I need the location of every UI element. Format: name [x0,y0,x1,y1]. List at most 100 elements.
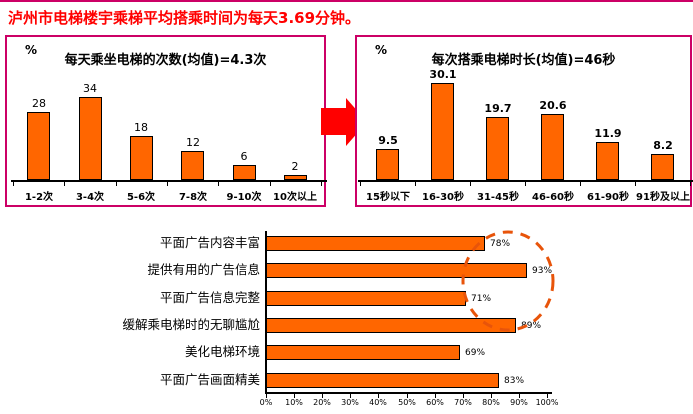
bar [266,291,466,306]
category-label: 10次以上 [273,192,317,203]
bar-value-label: 19.7 [484,102,512,115]
bar-value-label: 93% [532,266,553,276]
bar-value-label: 30.1 [429,68,457,81]
bar-value-label: 2 [291,160,299,173]
category-label: 平面广告信息完整 [159,290,260,305]
x-axis-line [358,180,693,182]
bar [130,136,153,180]
bar [266,345,460,360]
x-axis-tick-label: 100% [535,398,559,407]
x-axis-tick [322,394,323,398]
x-axis-line [265,392,552,394]
x-axis-tick-label: 50% [398,398,416,407]
bar [284,175,307,180]
page-title: 泸州市电梯楼宇乘梯平均搭乘时间为每天3.69分钟。 [8,9,361,27]
category-label: 9-10次 [226,192,262,203]
x-axis-tick [519,394,520,398]
bar [486,117,509,180]
x-axis-tick [415,182,416,186]
x-axis-tick [547,394,548,398]
category-label: 1-2次 [24,192,54,203]
category-label: 15秒以下 [366,192,410,203]
bar [266,263,527,278]
x-axis-tick [435,394,436,398]
x-axis-tick-label: 60% [426,398,444,407]
category-label: 61-90秒 [587,192,629,203]
bar-value-label: 9.5 [378,134,398,147]
bar-value-label: 83% [504,376,525,386]
bar-value-label: 11.9 [594,127,622,140]
x-axis-tick [463,394,464,398]
y-axis-unit-label: % [375,43,388,57]
bar [233,165,256,180]
ride-duration-chart-panel: % 每次搭乘电梯时长(均值)=46秒 9.5 15秒以下 30.1 16-30秒 19.… [355,35,693,207]
bar-value-label: 28 [32,97,46,110]
category-label: 缓解乘电梯时的无聊尴尬 [122,317,260,332]
y-axis-unit-label: % [25,43,38,57]
bar-value-label: 71% [471,294,492,304]
bar-value-label: 6 [240,150,248,163]
x-axis-tick [491,394,492,398]
x-axis-tick-label: 90% [510,398,528,407]
x-axis-tick [360,182,361,186]
bar-value-label: 18 [134,121,148,134]
bar-value-label: 69% [465,348,486,358]
x-axis-tick [270,182,271,186]
bar-value-label: 89% [521,321,542,331]
x-axis-tick-label: 30% [341,398,359,407]
bar-value-label: 78% [490,239,511,249]
top-divider-rule [0,0,693,2]
category-label: 16-30秒 [422,192,464,203]
category-label: 46-60秒 [532,192,574,203]
category-label: 提供有用的广告信息 [147,262,260,277]
x-axis-tick [525,182,526,186]
bar-value-label: 20.6 [539,99,567,112]
category-label: 5-6次 [126,192,156,203]
x-axis-tick [378,394,379,398]
x-axis-tick [116,182,117,186]
x-axis-tick [690,182,691,186]
bar [541,114,564,180]
category-label: 7-8次 [178,192,208,203]
category-label: 91秒及以上 [636,192,690,203]
x-axis-tick-label: 0% [259,398,273,407]
x-axis-tick-label: 10% [285,398,303,407]
x-axis-tick [13,182,14,186]
bar [266,373,499,388]
x-axis-tick [407,394,408,398]
category-label: 3-4次 [75,192,105,203]
x-axis-tick [167,182,168,186]
bar [266,236,485,251]
x-axis-tick-label: 40% [369,398,387,407]
bar [376,149,399,180]
daily-rides-chart-panel: % 每天乘坐电梯的次数(均值)=4.3次 28 1-2次 34 3-4次 18 5-6次 1… [5,35,327,207]
bar [266,318,516,333]
x-axis-tick-label: 20% [313,398,331,407]
category-label: 美化电梯环境 [184,344,260,359]
category-label: 平面广告画面精美 [159,372,260,387]
bar [431,83,454,180]
bar-value-label: 8.2 [653,139,673,152]
x-axis-tick-label: 70% [454,398,472,407]
x-axis-tick [350,394,351,398]
bar-value-label: 34 [83,82,97,95]
x-axis-tick [470,182,471,186]
bar [651,154,674,180]
x-axis-tick [64,182,65,186]
ride-duration-chart-title: 每次搭乘电梯时长(均值)=46秒 [431,53,616,68]
x-axis-tick [580,182,581,186]
x-axis-tick [218,182,219,186]
category-label: 31-45秒 [477,192,519,203]
bar [27,112,50,180]
x-axis-line [11,180,327,182]
daily-rides-chart-title: 每天乘坐电梯的次数(均值)=4.3次 [64,53,267,68]
x-axis-tick [635,182,636,186]
y-axis-line [265,231,267,394]
bar [181,151,204,180]
x-axis-tick [294,394,295,398]
x-axis-tick-label: 80% [482,398,500,407]
bar [79,97,102,180]
category-label: 平面广告内容丰富 [159,235,260,250]
bar-value-label: 12 [186,136,200,149]
